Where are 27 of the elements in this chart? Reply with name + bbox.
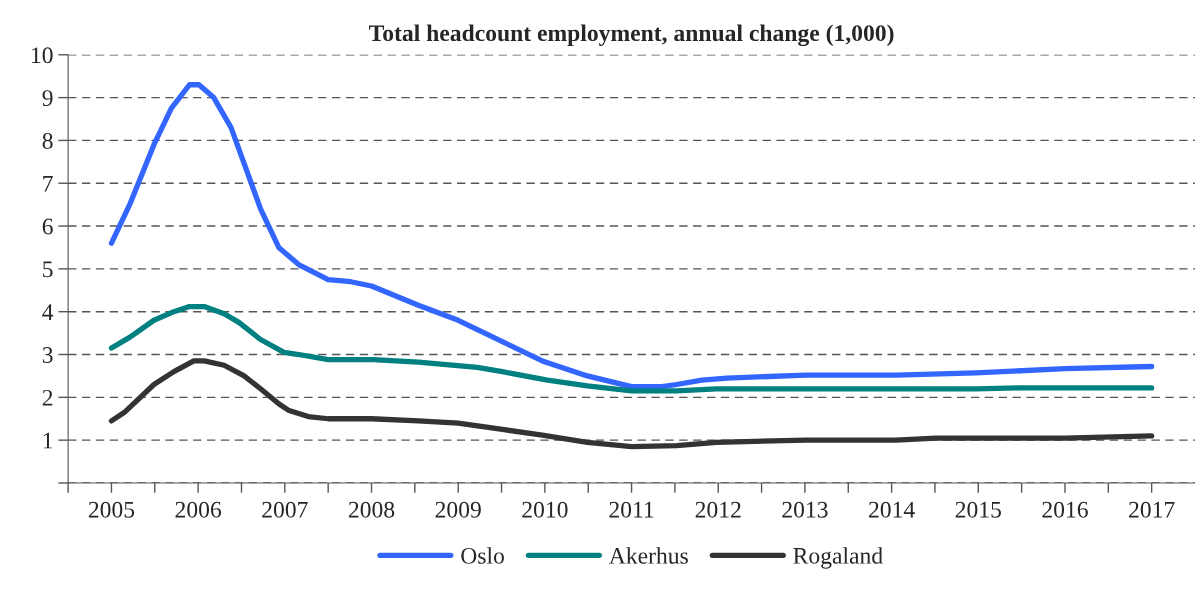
x-tick-label: 2014 [869,501,915,518]
x-tick-label: 2017 [1129,501,1175,518]
legend-label: Rogaland [793,547,883,569]
y-tick-label: 2 [42,389,53,406]
x-tick-label: 2006 [175,501,222,518]
x-tick-label: 2015 [955,501,1001,518]
x-tick-label: 2011 [609,501,654,518]
y-tick-label: 10 [32,47,53,64]
x-tick-label: 2010 [522,501,568,518]
legend-label: Akerhus [608,547,688,564]
x-tick-label: 2012 [695,501,741,518]
x-tick-label: 2009 [435,501,481,518]
y-tick-label: 6 [42,218,53,235]
x-tick-label: 2013 [782,501,828,518]
chart-title: Total headcount employment, annual change (1,000) [369,24,894,47]
y-tick-label: 9 [42,90,53,107]
y-tick-label: 3 [42,347,53,363]
y-tick-label: 7 [43,175,53,192]
y-tick-label: 4 [42,304,54,320]
x-tick-label: 2005 [88,501,135,518]
legend-label: Oslo [461,547,504,564]
x-tick-label: 2007 [262,501,308,518]
x-tick-label: 2008 [348,501,395,518]
x-tick-label: 2016 [1042,501,1088,518]
y-tick-label: 5 [43,261,53,278]
y-tick-label: 8 [42,132,53,149]
y-tick-label: 1 [43,432,53,449]
